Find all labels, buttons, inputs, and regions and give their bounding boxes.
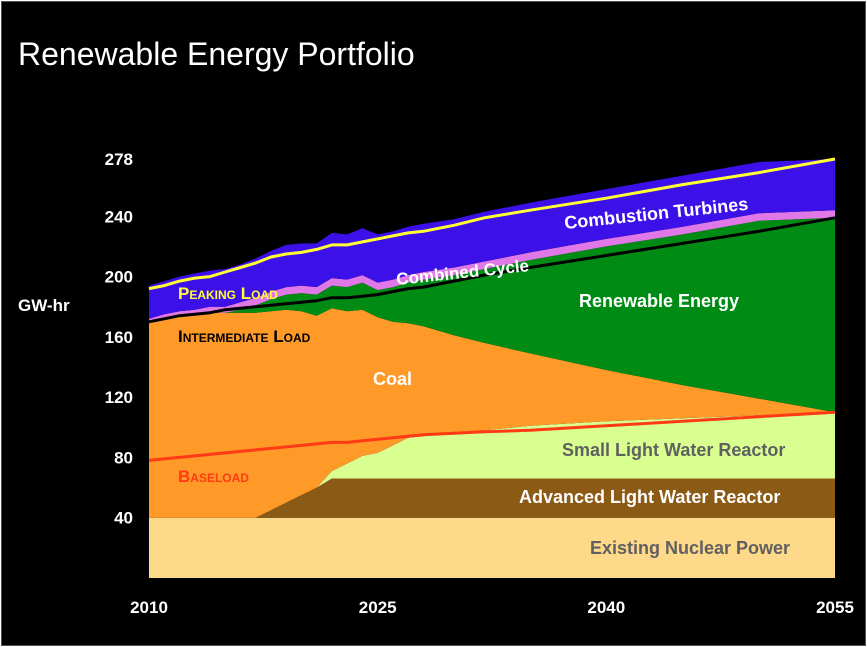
y-tick-label: 40 (114, 509, 133, 528)
area-small-light-water-reactor (149, 412, 835, 518)
annotation-small-light-water-reactor: Small Light Water Reactor (562, 440, 785, 460)
annotation-intermediate-load: Intermediate Load (178, 327, 311, 346)
x-tick-label: 2055 (816, 598, 854, 617)
y-tick-label: 240 (105, 207, 133, 226)
x-tick-label: 2025 (359, 598, 397, 617)
area-existing-nuclear-power (149, 517, 835, 578)
line-baseload (148, 410, 836, 462)
x-tick-label: 2040 (587, 598, 625, 617)
y-axis-label: GW-hr (18, 296, 70, 315)
y-tick-label: 278 (105, 150, 133, 169)
y-tick-label: 120 (105, 388, 133, 407)
x-tick-labels: 2010 2025 2040 2055 (130, 598, 854, 617)
annotation-baseload: Baseload (178, 467, 249, 486)
annotation-advanced-light-water-reactor: Advanced Light Water Reactor (519, 487, 780, 507)
annotation-existing-nuclear-power: Existing Nuclear Power (590, 538, 790, 558)
annotation-peaking-load: Peaking Load (178, 284, 278, 303)
area-combustion-turbines (149, 159, 835, 319)
load-lines (148, 157, 836, 462)
x-tick-label: 2010 (130, 598, 168, 617)
y-tick-label: 80 (114, 448, 133, 467)
y-tick-label: 160 (105, 328, 133, 347)
annotation-coal: Coal (373, 369, 412, 389)
area-layers (149, 159, 835, 578)
chart-title: Renewable Energy Portfolio (18, 36, 415, 72)
y-tick-labels: 40 80 120 160 200 240 278 (105, 150, 133, 528)
area-advanced-light-water-reactor (149, 478, 835, 518)
y-tick-label: 200 (105, 268, 133, 287)
area-combined-cycle (149, 210, 835, 322)
line-intermediate-load (148, 216, 836, 324)
line-peaking-load (148, 157, 836, 291)
annotation-renewable-energy: Renewable Energy (579, 291, 739, 311)
area-renewable-energy (149, 217, 835, 413)
area-coal (149, 308, 835, 518)
